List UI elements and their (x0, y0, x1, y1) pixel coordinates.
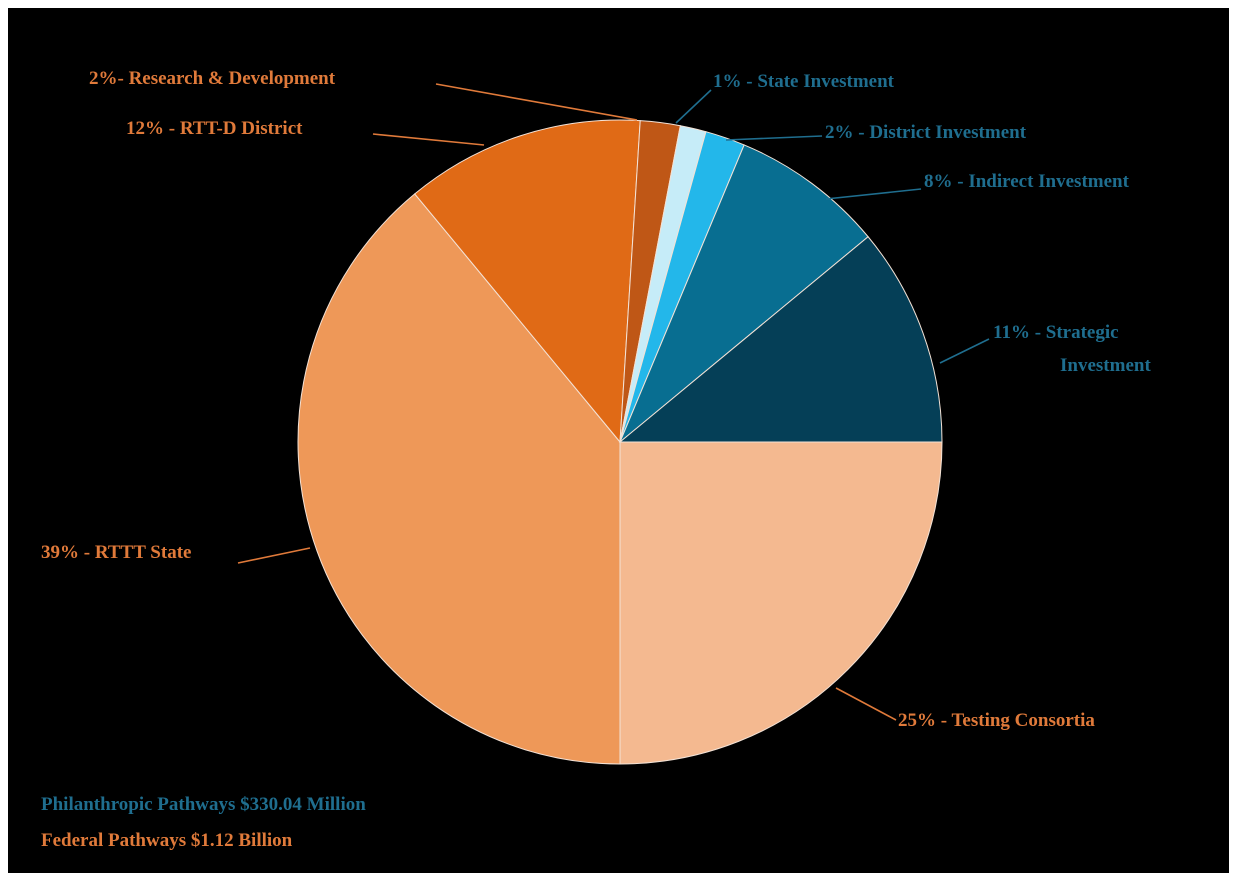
pie-chart: 25% - Testing Consortia 39% - RTTT State 1… (8, 8, 1229, 873)
slice-label-3: 12% - RTT-D District (126, 118, 303, 139)
slice-label-1: 25% - Testing Consortia (898, 710, 1095, 731)
leader-line-6 (726, 136, 822, 140)
slice-label-8: 11% - Strategic Investment (993, 322, 1151, 376)
leader-line-2 (238, 548, 310, 563)
leader-line-4 (436, 84, 637, 120)
philanthropic-total: Philanthropic Pathways $330.04 Million (41, 794, 366, 816)
slice-label-4: 2%- Research & Development (89, 68, 336, 89)
leader-line-1 (836, 688, 896, 720)
leader-line-7 (826, 189, 921, 199)
federal-total: Federal Pathways $1.12 Billion (41, 830, 292, 852)
leader-line-8 (940, 339, 989, 363)
slice-label-5: 1% - State Investment (713, 71, 895, 92)
leader-line-3 (373, 134, 484, 145)
slice-label-7: 8% - Indirect Investment (924, 171, 1130, 192)
pie-slice-1 (620, 442, 942, 764)
slice-label-2: 39% - RTTT State (41, 542, 191, 563)
chart-frame: 25% - Testing Consortia 39% - RTTT State 1… (8, 8, 1229, 873)
leader-line-5 (676, 90, 711, 123)
slice-label-6: 2% - District Investment (825, 122, 1027, 143)
